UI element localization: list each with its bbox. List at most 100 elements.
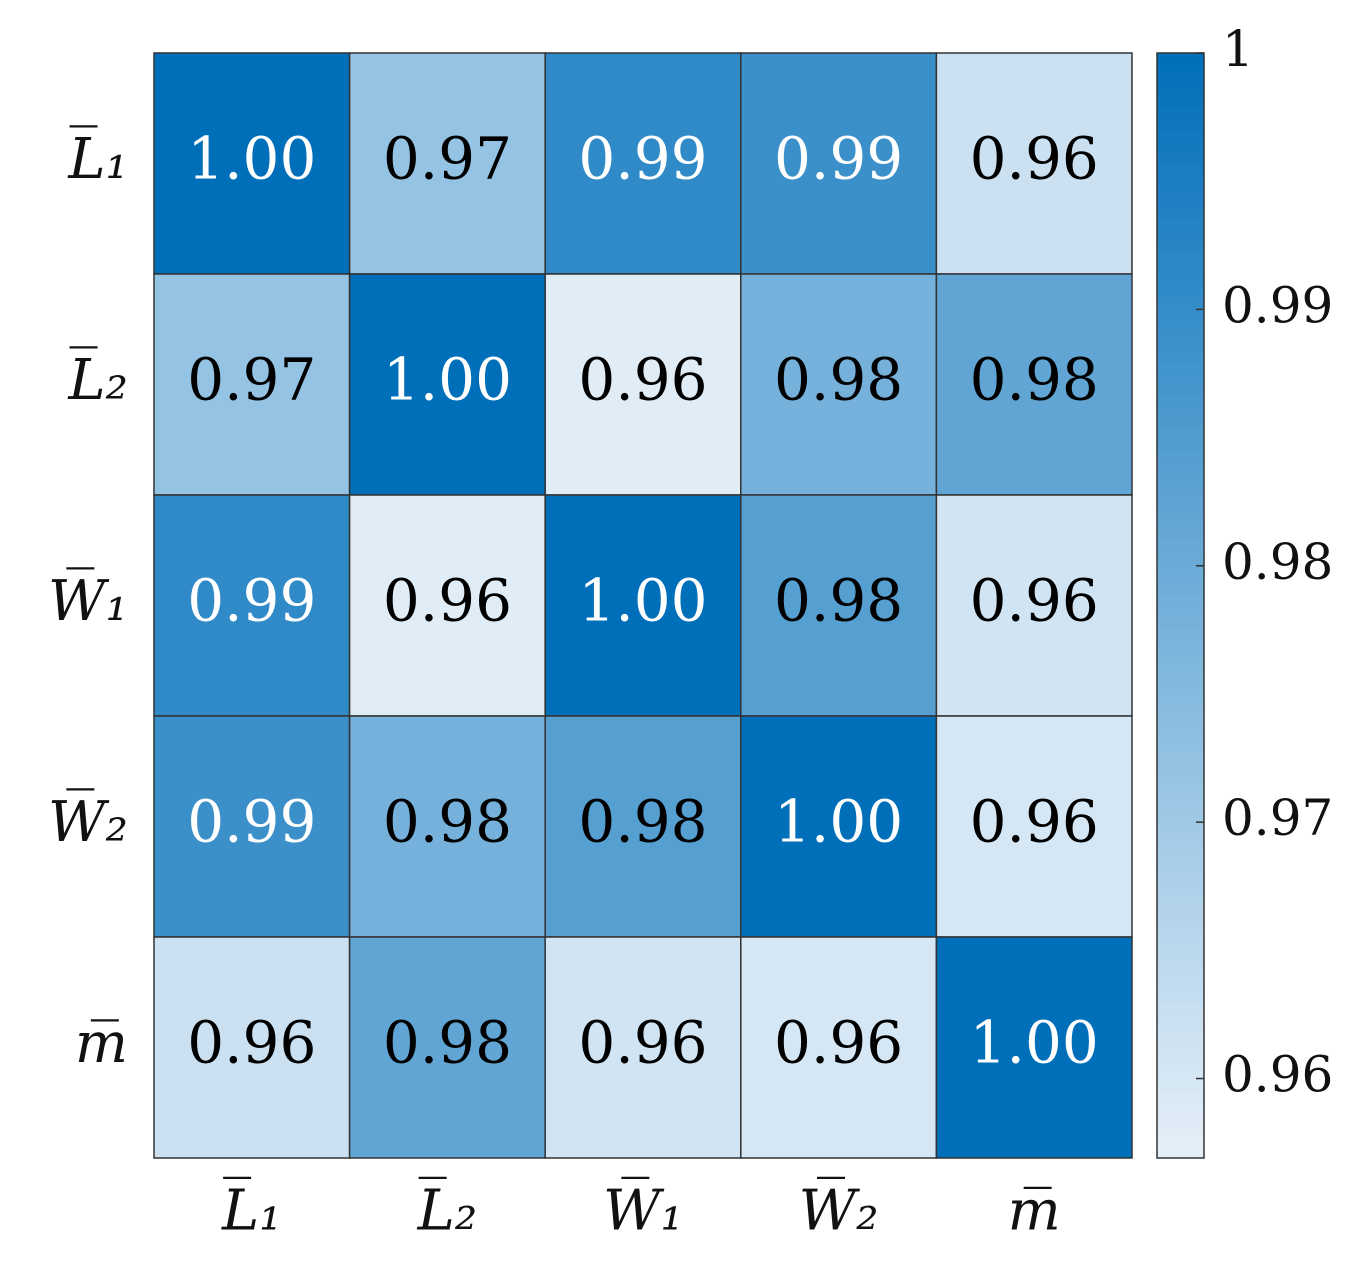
colorbar-tick-label: 1 (1222, 20, 1254, 78)
colorbar-step (1157, 749, 1204, 761)
colorbar-step (1157, 428, 1204, 441)
colorbar-step (1157, 981, 1204, 993)
colorbar-step (1157, 1036, 1204, 1049)
cell-label: 0.98 (970, 346, 1099, 414)
heatmap-cell (348, 494, 546, 717)
colorbar-step (1157, 406, 1204, 419)
colorbar-step (1157, 704, 1204, 717)
colorbar-step (1157, 583, 1204, 596)
colorbar-step (1157, 760, 1204, 772)
colorbar-step (1157, 174, 1204, 187)
heatmap-cell (935, 273, 1133, 496)
colorbar-step (1157, 362, 1204, 375)
y-tick-label: W̅₁ (48, 567, 128, 634)
cell-label: 1.00 (187, 125, 316, 193)
colorbar-step (1157, 130, 1204, 142)
cell-label: 0.98 (774, 346, 903, 414)
cell-label: 0.98 (383, 1009, 512, 1077)
colorbar-step (1157, 793, 1204, 805)
cell-label: 0.97 (187, 346, 316, 414)
colorbar-step (1157, 506, 1204, 518)
colorbar-step (1157, 64, 1204, 76)
heatmap-cell (153, 715, 351, 938)
colorbar-step (1157, 285, 1204, 297)
cell-label: 1.00 (970, 1009, 1099, 1077)
colorbar-step (1157, 1080, 1204, 1093)
colorbar-step (1157, 671, 1204, 684)
colorbar-step (1157, 970, 1204, 982)
colorbar-step (1157, 439, 1204, 452)
colorbar-step (1157, 804, 1204, 817)
colorbar-step (1157, 108, 1204, 120)
colorbar-step (1157, 240, 1204, 253)
heatmap-cell (348, 936, 546, 1159)
x-tick-label: W̅₁ (603, 1176, 683, 1243)
colorbar-step (1157, 75, 1204, 87)
heatmap-cell (935, 936, 1133, 1159)
y-tick-label: L̅₁ (67, 125, 128, 192)
colorbar-step (1157, 605, 1204, 618)
colorbar-step (1157, 627, 1204, 640)
colorbar-step (1157, 561, 1204, 573)
cell-label: 0.96 (187, 1009, 316, 1077)
heatmap-cell (544, 715, 742, 938)
cell-label: 0.96 (970, 788, 1099, 856)
colorbar-step (1157, 207, 1204, 220)
colorbar-step (1157, 53, 1204, 65)
colorbar-step (1157, 959, 1204, 971)
colorbar-step (1157, 307, 1204, 319)
colorbar-step (1157, 373, 1204, 386)
colorbar-step (1157, 1047, 1204, 1060)
y-tick-label: W̅₂ (48, 788, 128, 855)
cell-label: 0.98 (774, 567, 903, 635)
colorbar-step (1157, 119, 1204, 131)
heatmap-cell (544, 52, 742, 275)
colorbar-step (1157, 461, 1204, 474)
colorbar-step (1157, 472, 1204, 485)
colorbar-step (1157, 1091, 1204, 1104)
colorbar-step (1157, 1135, 1204, 1148)
colorbar-step (1157, 914, 1204, 927)
colorbar-step (1157, 495, 1204, 507)
colorbar-step (1157, 185, 1204, 198)
colorbar-step (1157, 550, 1204, 562)
colorbar-step (1157, 141, 1204, 154)
colorbar-step (1157, 318, 1204, 330)
y-tick-label: L̅₂ (67, 346, 128, 413)
colorbar-step (1157, 1102, 1204, 1115)
heatmap-cell (740, 494, 938, 717)
heatmap-cell (544, 936, 742, 1159)
cell-label: 0.99 (187, 788, 316, 856)
colorbar-step (1157, 937, 1204, 949)
colorbar-step (1157, 782, 1204, 794)
cell-label: 0.96 (774, 1009, 903, 1077)
heatmap-cell (153, 273, 351, 496)
colorbar-step (1157, 1014, 1204, 1026)
x-tick-label: W̅₂ (799, 1176, 879, 1243)
colorbar-step (1157, 925, 1204, 938)
colorbar-step (1157, 517, 1204, 529)
colorbar-step (1157, 163, 1204, 176)
colorbar-step (1157, 870, 1204, 883)
colorbar-step (1157, 229, 1204, 242)
cell-label: 1.00 (774, 788, 903, 856)
colorbar-step (1157, 528, 1204, 540)
colorbar-step (1157, 771, 1204, 783)
colorbar-step (1157, 86, 1204, 98)
colorbar-step (1157, 616, 1204, 629)
colorbar-tick-label: 0.97 (1222, 789, 1333, 847)
colorbar-step (1157, 539, 1204, 551)
cell-label: 1.00 (383, 346, 512, 414)
colorbar-step (1157, 892, 1204, 905)
colorbar-step (1157, 837, 1204, 850)
colorbar-step (1157, 716, 1204, 728)
colorbar-step (1157, 1124, 1204, 1137)
y-tick-label: m̅ (75, 1011, 128, 1076)
cell-label: 0.96 (383, 567, 512, 635)
colorbar-step (1157, 1069, 1204, 1082)
colorbar-tick-label: 0.98 (1222, 533, 1333, 591)
colorbar-step (1157, 1025, 1204, 1038)
heatmap-cell (935, 494, 1133, 717)
cell-label: 1.00 (578, 567, 707, 635)
colorbar-step (1157, 738, 1204, 750)
